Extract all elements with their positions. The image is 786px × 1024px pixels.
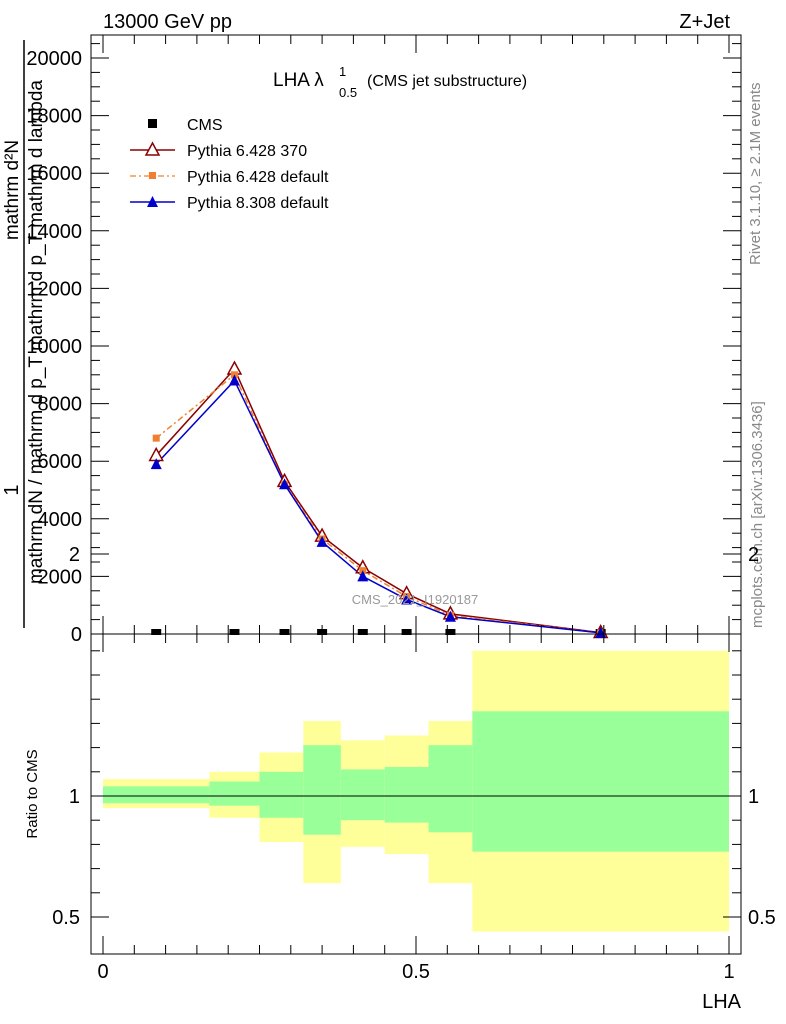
plot-title-main: LHA λ	[273, 70, 324, 91]
ratio-band-green	[259, 771, 304, 818]
ratio-uncertainty-bands	[103, 650, 729, 932]
series-line-pythia6-default	[155, 373, 601, 634]
main-x-axis-ticks	[102, 35, 730, 634]
legend-marker-cms	[148, 119, 157, 128]
x-tick-label: 0.5	[402, 961, 430, 983]
ratio-y-tick-label: 2	[69, 544, 80, 566]
plot-title-sup: 1	[339, 64, 346, 79]
ratio-y-label: Ratio to CMS	[24, 749, 41, 838]
legend-item-cms: CMS	[148, 117, 223, 134]
legend-marker-pythia6-370	[144, 141, 161, 156]
main-y-tick-label: 16000	[26, 163, 82, 185]
ratio-band-green	[209, 781, 260, 806]
plot-title-sub: 0.5	[339, 85, 357, 100]
ratio-x-axis: 0 0.5 1	[97, 634, 735, 983]
main-y-tick-label: 2000	[38, 566, 83, 588]
legend-label-pythia8-default: Pythia 8.308 default	[187, 195, 329, 212]
legend-item-pythia6-default: Pythia 6.428 default	[130, 169, 329, 186]
main-y-tick-label: 20000	[26, 48, 82, 70]
data-point-pythia8-default	[316, 535, 328, 547]
main-panel: 0 2000 4000 6000 8000 10000 12000 14000 16000 180…	[1, 34, 742, 646]
ratio-panel: 0.5 0.51 12 2 0 0.5 1 Ratio to CMS LHA	[24, 544, 776, 1013]
legend-label-cms: CMS	[187, 117, 223, 134]
main-marker-layer	[148, 360, 609, 639]
ratio-band-green	[340, 769, 385, 821]
y-label-numerator-line2: mathrm d²N	[2, 140, 23, 240]
x-axis-label: LHA	[702, 991, 742, 1013]
data-point-pythia6-default	[152, 434, 160, 442]
ratio-band-green	[428, 745, 473, 833]
ratio-y-tick-label-right: 1	[748, 786, 759, 808]
data-point-pythia8-default	[150, 458, 162, 470]
legend-label-pythia6-370: Pythia 6.428 370	[187, 143, 307, 160]
data-point-cms	[357, 629, 368, 635]
data-point-pythia8-default	[228, 374, 240, 386]
ratio-band-green	[303, 745, 341, 835]
x-tick-label: 0	[97, 961, 108, 983]
analysis-watermark: CMS_2021_I1920187	[352, 592, 479, 607]
legend-marker-pythia6-default	[149, 172, 156, 179]
ratio-band-green	[384, 766, 429, 823]
data-point-pythia8-default	[444, 610, 456, 622]
series-line-pythia8-default	[155, 379, 601, 634]
rivet-label: Rivet 3.1.10, ≥ 2.1M events	[747, 83, 764, 266]
ratio-y-tick-label-right: 2	[748, 544, 759, 566]
data-point-pythia8-default	[357, 570, 369, 582]
x-tick-label: 1	[723, 961, 734, 983]
ratio-y-tick-label: 0.5	[52, 907, 80, 929]
ratio-y-axis: 0.5 0.5 1 1 2 2	[52, 544, 776, 929]
main-y-tick-label: 8000	[38, 394, 83, 416]
data-point-cms	[279, 629, 290, 635]
y-label-denominator: mathrm dN / mathrm d p_T mathrm d p_T ma…	[26, 80, 47, 584]
main-series-layer	[155, 367, 601, 634]
main-y-tick-label: 12000	[26, 278, 82, 300]
process-label: Z+Jet	[679, 11, 730, 33]
series-line-pythia6-370	[155, 367, 601, 634]
main-y-axis: 0 2000 4000 6000 8000 10000 12000 14000 16000 180…	[26, 43, 741, 646]
legend-marker-pythia8-default	[147, 196, 158, 207]
energy-label: 13000 GeV pp	[103, 11, 232, 33]
legend-item-pythia6-370: Pythia 6.428 370	[130, 141, 307, 160]
main-y-tick-label: 0	[71, 624, 82, 646]
main-y-tick-label: 10000	[26, 336, 82, 358]
main-y-axis-label: 1 mathrm d²N mathrm dN / mathrm d p_T ma…	[1, 40, 47, 628]
mcplots-label: mcplots.cern.ch [arXiv:1306.3436]	[749, 401, 766, 628]
data-point-cms	[151, 629, 162, 635]
main-y-tick-label: 18000	[26, 106, 82, 128]
plot-title-suffix: (CMS jet substructure)	[367, 73, 527, 90]
data-point-cms	[229, 629, 240, 635]
data-point-pythia8-default	[279, 478, 291, 490]
ratio-y-tick-label: 1	[69, 786, 80, 808]
data-point-cms	[445, 629, 456, 635]
main-y-tick-label: 14000	[26, 221, 82, 243]
main-y-tick-label: 4000	[38, 509, 83, 531]
main-y-tick-label: 6000	[38, 451, 83, 473]
data-point-pythia8-default	[401, 593, 413, 605]
data-point-cms	[401, 629, 412, 635]
ratio-band-green	[103, 786, 210, 804]
plot-title: LHA λ 1 0.5 (CMS jet substructure)	[273, 64, 527, 100]
legend: CMS Pythia 6.428 370 Pythia 6.428 defaul…	[130, 117, 329, 212]
legend-item-pythia8-default: Pythia 8.308 default	[130, 195, 329, 212]
y-label-numerator: 1	[1, 484, 23, 495]
legend-label-pythia6-default: Pythia 6.428 default	[187, 169, 329, 186]
ratio-band-green	[472, 711, 729, 852]
ratio-y-tick-label-right: 0.5	[748, 907, 776, 929]
